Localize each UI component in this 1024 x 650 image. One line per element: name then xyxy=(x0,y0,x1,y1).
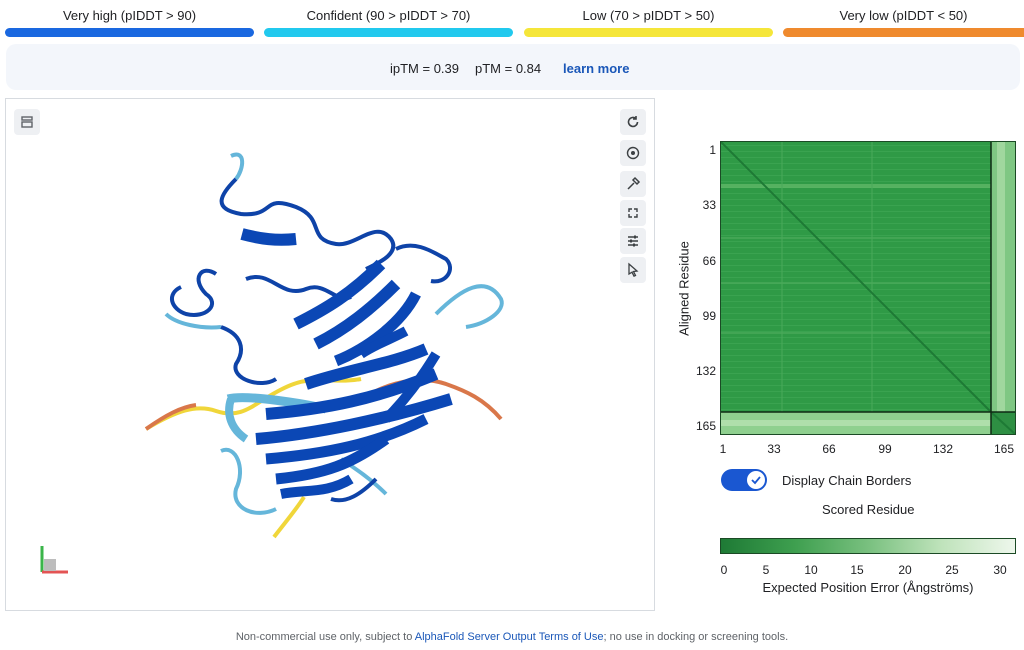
pointer-icon xyxy=(628,262,639,278)
layers-icon xyxy=(21,116,33,128)
confidence-metrics: ipTM = 0.39 pTM = 0.84 learn more xyxy=(6,44,1020,90)
pae-heatmap-graphic xyxy=(721,142,1015,434)
x-tick: 165 xyxy=(993,442,1015,456)
colorbar-tick: 10 xyxy=(804,563,818,577)
ptm-value: pTM = 0.84 xyxy=(475,61,542,76)
colorbar-tick: 5 xyxy=(762,563,770,577)
center-button[interactable] xyxy=(620,140,646,166)
footer-prefix: Non-commercial use only, subject to xyxy=(235,631,415,643)
legend-bar xyxy=(524,28,773,37)
legend-label: Very high (pIDDT > 90) xyxy=(62,8,197,23)
colorbar-tick: 0 xyxy=(720,563,728,577)
x-tick: 1 xyxy=(719,442,727,456)
terms-link[interactable]: AlphaFold Server Output Terms of Use xyxy=(414,631,604,643)
color-picker-button[interactable] xyxy=(620,171,646,197)
y-tick: 132 xyxy=(695,364,716,378)
footer-suffix: ; no use in docking or screening tools. xyxy=(603,631,789,643)
colorbar-tick: 25 xyxy=(945,563,959,577)
toggle-knob xyxy=(747,471,765,489)
legend-label: Very low (pIDDT < 50) xyxy=(839,8,968,23)
y-tick: 66 xyxy=(702,254,716,268)
y-tick: 99 xyxy=(702,309,716,323)
iptm-value: ipTM = 0.39 xyxy=(390,61,460,76)
pae-colorbar xyxy=(720,538,1016,554)
x-tick: 99 xyxy=(878,442,892,456)
color-picker-icon xyxy=(627,176,641,190)
legend-confident: Confident (90 > pIDDT > 70) xyxy=(264,0,513,40)
fullscreen-icon xyxy=(628,208,638,218)
check-icon xyxy=(751,476,761,485)
learn-more-link[interactable]: learn more xyxy=(563,61,630,76)
y-tick: 165 xyxy=(695,419,716,433)
legend-very-high: Very high (pIDDT > 90) xyxy=(5,0,254,40)
chain-borders-toggle[interactable] xyxy=(721,469,767,491)
colorbar-tick: 30 xyxy=(993,563,1007,577)
y-tick: 33 xyxy=(702,198,716,212)
footer-notice: Non-commercial use only, subject to Alph… xyxy=(0,631,1024,643)
settings-sliders-button[interactable] xyxy=(620,228,646,254)
legend-label: Confident (90 > pIDDT > 70) xyxy=(306,8,471,23)
colorbar-title: Expected Position Error (Ångströms) xyxy=(762,580,974,595)
legend-very-low: Very low (pIDDT < 50) xyxy=(783,0,1024,40)
x-axis-label: Scored Residue xyxy=(822,502,915,517)
layers-button[interactable] xyxy=(14,109,40,135)
pointer-button[interactable] xyxy=(620,257,646,283)
settings-sliders-icon xyxy=(628,235,638,247)
chain-borders-label: Display Chain Borders xyxy=(782,473,912,488)
rotate-icon xyxy=(627,116,639,128)
legend-bar xyxy=(783,28,1024,37)
center-icon xyxy=(626,146,640,160)
legend-bar xyxy=(264,28,513,37)
legend-label: Low (70 > pIDDT > 50) xyxy=(582,8,715,23)
legend-low: Low (70 > pIDDT > 50) xyxy=(524,0,773,40)
x-tick: 33 xyxy=(767,442,781,456)
plddt-legend: Very high (pIDDT > 90) Confident (90 > p… xyxy=(0,0,1024,40)
y-axis-label: Aligned Residue xyxy=(676,241,692,336)
x-tick: 66 xyxy=(822,442,836,456)
rotate-button[interactable] xyxy=(620,109,646,135)
pae-heatmap[interactable] xyxy=(720,141,1016,435)
x-tick: 132 xyxy=(932,442,954,456)
colorbar-tick: 20 xyxy=(898,563,912,577)
colorbar-tick: 15 xyxy=(850,563,864,577)
y-tick: 1 xyxy=(709,143,716,157)
structure-viewer[interactable] xyxy=(5,98,655,611)
legend-bar xyxy=(5,28,254,37)
protein-structure[interactable] xyxy=(6,99,654,610)
fullscreen-button[interactable] xyxy=(620,200,646,226)
